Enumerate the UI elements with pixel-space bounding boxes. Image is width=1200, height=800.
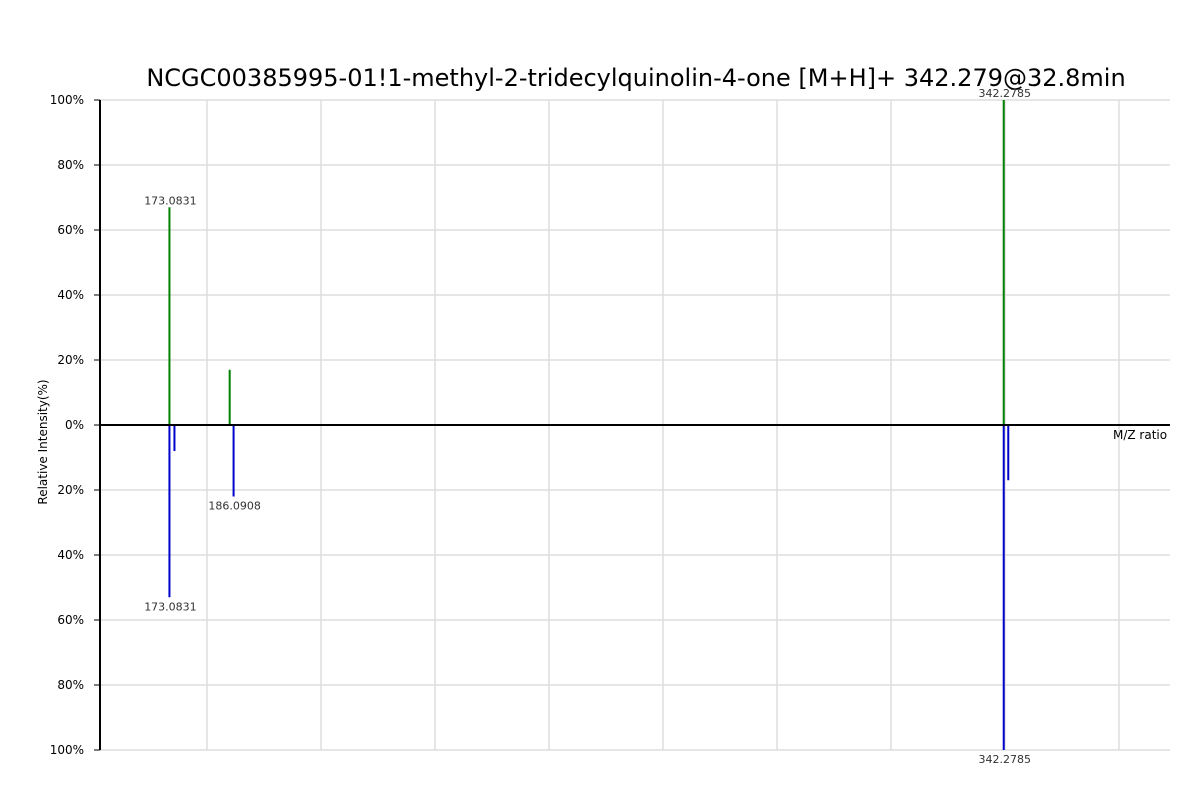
top-peak-label: 173.0831 [144,194,197,207]
chart-title: NCGC00385995-01!1-methyl-2-tridecylquino… [146,64,1125,92]
peaks: 173.0831 342.2785 173.0831 186.0908 342.2785 [144,87,1031,766]
y-tick-label: 100% [50,743,84,757]
x-axis-title: M/Z ratio [1113,428,1167,442]
y-tick-label: 20% [57,353,84,367]
y-tick-label: 80% [57,158,84,172]
y-tick-label: 0% [65,418,84,432]
y-axis-ticks: 100% 80% 60% 40% 20% 0% 20% 40% 60% 80% 100% [50,93,100,757]
y-tick-label: 60% [57,613,84,627]
bottom-peak-label: 186.0908 [208,500,261,513]
y-axis-title: Relative Intensity(%) [36,379,50,504]
y-tick-label: 60% [57,223,84,237]
top-peak-label: 342.2785 [978,87,1031,100]
axes [99,100,1170,750]
y-tick-label: 100% [50,93,84,107]
y-tick-label: 80% [57,678,84,692]
bottom-peak-label: 342.2785 [978,753,1031,766]
y-tick-label: 20% [57,483,84,497]
y-tick-label: 40% [57,288,84,302]
y-tick-label: 40% [57,548,84,562]
bottom-peak-label: 173.0831 [144,600,197,613]
